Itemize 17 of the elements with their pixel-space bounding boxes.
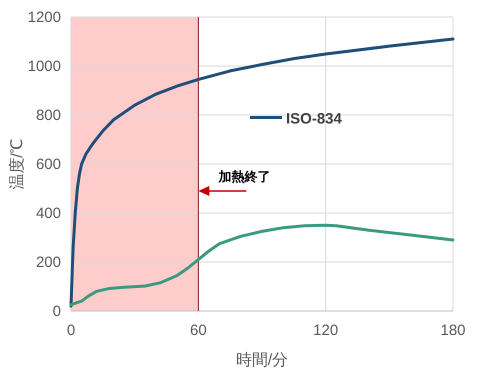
y-tick-label: 400: [36, 205, 61, 222]
legend-label: ISO-834: [286, 110, 343, 128]
x-axis-title: 時間/分: [236, 351, 288, 369]
x-tick-label: 0: [66, 322, 76, 339]
y-tick-label: 1000: [28, 58, 61, 75]
y-axis-title: 温度/℃: [8, 138, 26, 190]
x-tick-label: 180: [440, 322, 466, 339]
y-tick-label: 600: [36, 156, 61, 173]
y-tick-label: 200: [36, 254, 61, 271]
line-series: [70, 224, 454, 306]
y-tick-label: 1200: [28, 9, 61, 26]
line-series: [70, 38, 454, 308]
x-tick-label: 120: [313, 322, 338, 339]
x-tick-label: 60: [190, 322, 207, 339]
y-tick-label: 800: [36, 107, 61, 124]
annotation: 加熱終了: [217, 168, 270, 184]
y-tick-label: 0: [52, 303, 61, 320]
